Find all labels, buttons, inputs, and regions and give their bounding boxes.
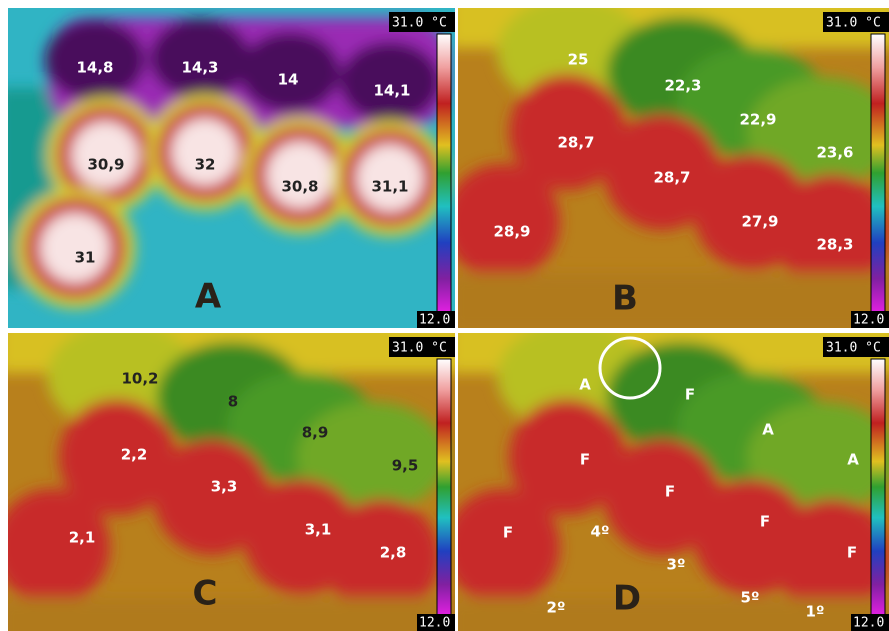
temperature-label: A bbox=[579, 376, 591, 394]
thermal-figure: 31.0 °C 12.0 14,8 14,3 14 14,1 30,9 32 30,8 31,1 3… bbox=[0, 0, 889, 631]
scale-max: 31.0 °C bbox=[392, 341, 447, 356]
panel-letter: A bbox=[195, 277, 222, 317]
temperature-label: 3,3 bbox=[211, 478, 238, 496]
thermal-panel: 31.0 °C 12.0 25 22,3 22,9 23,6 28,7 28,7 28,9 27,… bbox=[444, 0, 889, 333]
temperature-label: 3º bbox=[667, 556, 686, 574]
temperature-label: F bbox=[580, 451, 590, 469]
color-scale bbox=[871, 359, 885, 615]
scale-max: 31.0 °C bbox=[826, 341, 881, 356]
thermal-panel: 31.0 °C 12.0 14,8 14,3 14 14,1 30,9 32 30,8 31,1 3… bbox=[0, 8, 455, 328]
panel-letter: B bbox=[612, 279, 638, 319]
scale-max: 31.0 °C bbox=[826, 16, 881, 31]
panel-letter: C bbox=[193, 574, 218, 614]
scale-min: 12.0 bbox=[853, 313, 884, 328]
temperature-label: 23,6 bbox=[816, 144, 853, 162]
color-scale bbox=[871, 34, 885, 312]
temperature-label: 27,9 bbox=[741, 213, 778, 231]
hot-core bbox=[266, 141, 333, 208]
thermal-panel: 31.0 °C 12.0 A F A A F F F 4º 3º F F 2º 5º 1º D bbox=[444, 313, 889, 631]
thermal-panel: 31.0 °C 12.0 10,2 8 8,9 9,5 2,2 3,3 2,1 3,1 2,8 C bbox=[0, 313, 465, 631]
temperature-label: 2,8 bbox=[380, 544, 407, 562]
temperature-label: 25 bbox=[568, 51, 589, 69]
panel-letter: D bbox=[613, 579, 641, 619]
temperature-label: 32 bbox=[195, 156, 216, 174]
temperature-label: 14,3 bbox=[181, 59, 218, 77]
temperature-label: 14 bbox=[278, 71, 299, 89]
temperature-label: F bbox=[760, 513, 770, 531]
temperature-label: 31 bbox=[75, 249, 96, 267]
temperature-label: 2,1 bbox=[69, 529, 96, 547]
scale-min: 12.0 bbox=[853, 616, 884, 631]
temperature-label: F bbox=[503, 524, 513, 542]
hot-core bbox=[171, 118, 238, 185]
temperature-label: 28,7 bbox=[653, 169, 690, 187]
temperature-label: 2º bbox=[547, 599, 566, 617]
temperature-label: 5º bbox=[741, 589, 760, 607]
temperature-label: 3,1 bbox=[305, 521, 332, 539]
temperature-label: 28,3 bbox=[816, 236, 853, 254]
temperature-label: 14,8 bbox=[76, 59, 113, 77]
temperature-label: F bbox=[665, 483, 675, 501]
scale-min: 12.0 bbox=[419, 616, 450, 631]
temperature-label: 30,8 bbox=[281, 178, 318, 196]
temperature-label: 4º bbox=[591, 523, 610, 541]
scale-min: 12.0 bbox=[419, 313, 450, 328]
temperature-label: A bbox=[847, 451, 859, 469]
floor bbox=[448, 273, 889, 333]
temperature-label: F bbox=[847, 544, 857, 562]
temperature-label: 31,1 bbox=[371, 178, 408, 196]
temperature-label: 30,9 bbox=[87, 156, 124, 174]
temperature-label: 22,3 bbox=[664, 77, 701, 95]
temperature-label: 8 bbox=[228, 393, 238, 411]
temperature-label: 1º bbox=[806, 603, 825, 621]
temperature-label: F bbox=[685, 386, 695, 404]
temperature-label: 28,9 bbox=[493, 223, 530, 241]
scale-max: 31.0 °C bbox=[392, 16, 447, 31]
temperature-label: A bbox=[762, 421, 774, 439]
color-scale bbox=[437, 34, 451, 312]
temperature-label: 10,2 bbox=[121, 370, 158, 388]
temperature-label: 8,9 bbox=[302, 424, 329, 442]
temperature-label: 9,5 bbox=[392, 457, 419, 475]
floor bbox=[0, 598, 465, 631]
temperature-label: 22,9 bbox=[739, 111, 776, 129]
color-scale bbox=[437, 359, 451, 615]
temperature-label: 14,1 bbox=[373, 82, 410, 100]
temperature-label: 28,7 bbox=[557, 134, 594, 152]
temperature-label: 2,2 bbox=[121, 446, 148, 464]
